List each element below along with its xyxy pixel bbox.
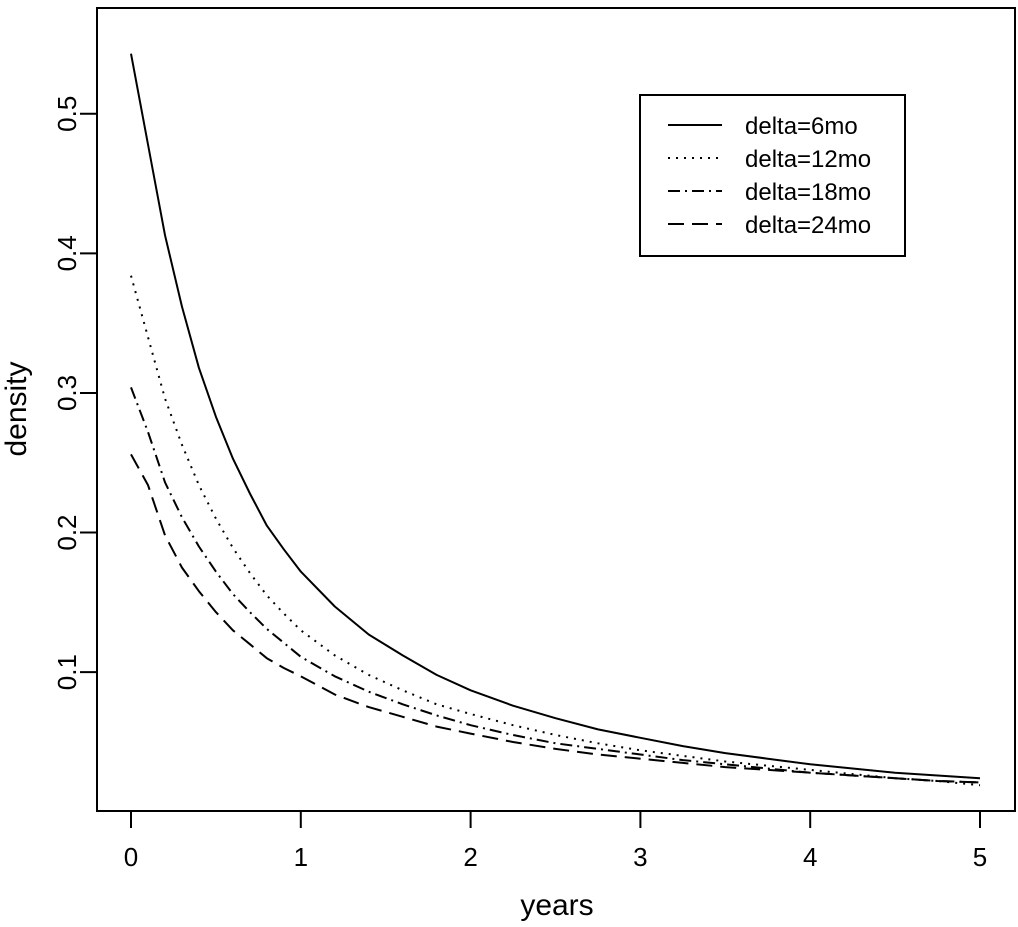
y-axis: 0.1 0.2 0.3 0.4 0.5 [52,96,98,690]
y-tick-label: 0.3 [52,375,82,411]
legend-label: delta=6mo [745,113,858,140]
x-tick-label: 3 [633,842,647,872]
series-layer [130,53,981,787]
series-line-2 [130,275,981,787]
x-tick-label: 0 [124,842,138,872]
legend-label: delta=24mo [745,212,871,239]
y-tick-label: 0.1 [52,654,82,690]
series-line-4 [130,453,981,784]
x-tick-label: 5 [973,842,987,872]
legend-label: delta=18mo [745,179,871,206]
x-axis: 0 1 2 3 4 5 [124,810,987,872]
x-axis-label: years [520,889,593,922]
y-axis-label: density [0,361,33,456]
x-tick-label: 1 [294,842,308,872]
legend: delta=6mo delta=12mo delta=18mo delta=24mo [639,94,906,257]
y-tick-label: 0.5 [52,96,82,132]
legend-label: delta=12mo [745,146,871,173]
x-tick-label: 2 [463,842,477,872]
y-tick-label: 0.4 [52,235,82,271]
y-tick-label: 0.2 [52,514,82,550]
legend-box [639,94,906,257]
series-line-1 [130,53,981,780]
x-tick-label: 4 [803,842,817,872]
